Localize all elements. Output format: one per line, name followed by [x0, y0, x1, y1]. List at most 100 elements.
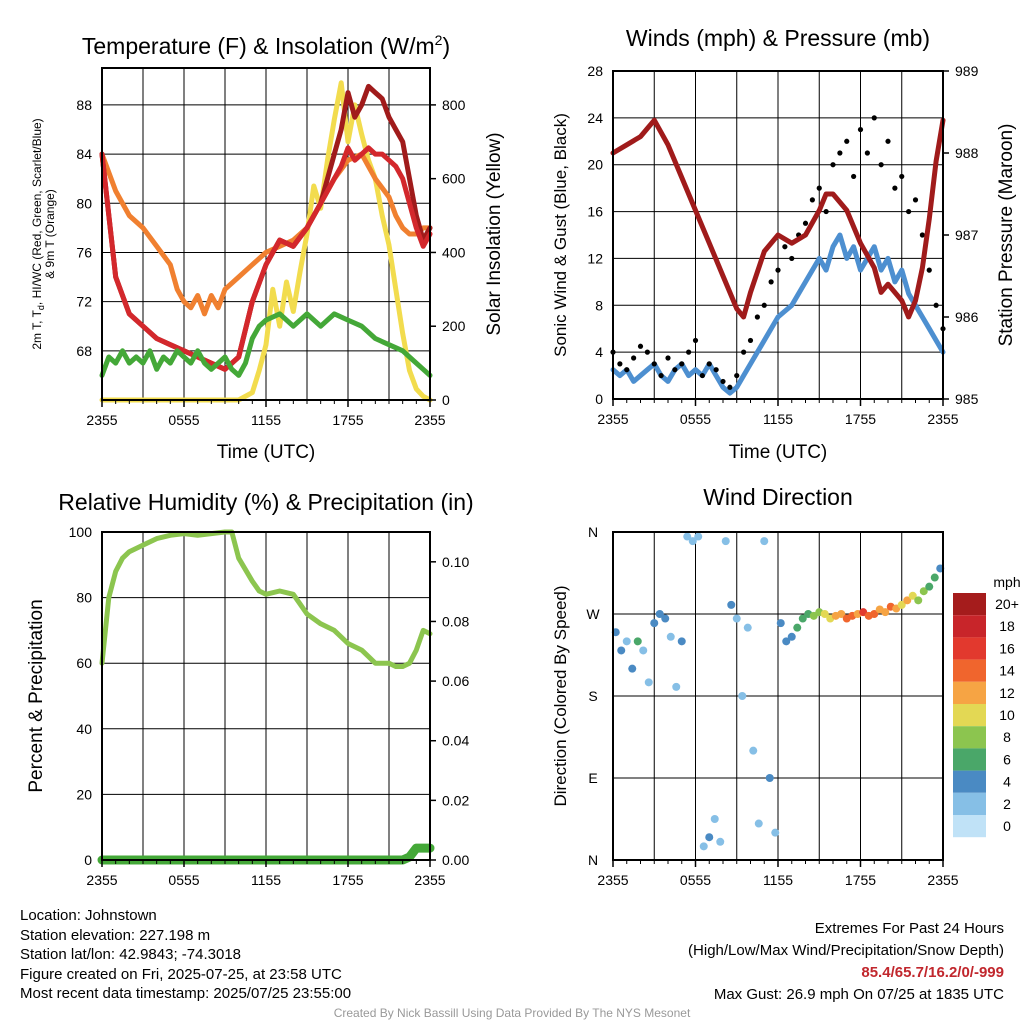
direction-point [820, 610, 829, 618]
direction-point [903, 596, 912, 605]
direction-point [870, 610, 879, 618]
colorbar-swatch [953, 637, 986, 660]
direction-point [655, 610, 664, 618]
direction-point [798, 614, 807, 623]
direction-point [622, 637, 631, 646]
colorbar-swatch [953, 815, 986, 838]
credit-line: Created By Nick Bassill Using Data Provi… [333, 1006, 691, 1020]
direction-point [716, 837, 725, 846]
direction-point [787, 632, 796, 641]
humidity-panel: Relative Humidity (%) & Precipitation (i… [26, 489, 474, 888]
temperature-ylabel: 2m T, Td, HI/WC (Red, Green, Scarlet/Blu… [30, 118, 57, 349]
direction-point [930, 573, 939, 582]
station-location: Location: Johnstown [20, 907, 157, 924]
direction-point [881, 608, 890, 617]
direction-point [666, 632, 675, 641]
y-tick-label: 88 [76, 97, 92, 113]
colorbar-swatch [953, 792, 986, 815]
x-tick-label: 2355 [414, 872, 445, 888]
y-tick-label: 80 [76, 195, 92, 211]
gust-point [809, 197, 815, 203]
x-tick-label: 0555 [680, 411, 711, 427]
colorbar-swatch [953, 615, 986, 638]
colorbar-swatch [953, 593, 986, 616]
colorbar-swatch [953, 726, 986, 749]
gust-point [727, 384, 733, 390]
x-tick-label: 1155 [763, 411, 793, 427]
direction-point [633, 637, 642, 646]
winds-ylabel: Sonic Wind & Gust (Blue, Black) [551, 113, 570, 357]
direction-point [793, 623, 802, 632]
direction-point [661, 614, 670, 623]
y-tick-label: 0 [84, 852, 92, 868]
direction-point [705, 833, 714, 842]
humidity-grid [102, 532, 430, 860]
gust-point [699, 372, 705, 379]
y2-tick-label: 0.00 [442, 852, 469, 868]
colorbar-label: 18 [999, 618, 1015, 634]
y2-tick-label: 800 [442, 97, 466, 113]
direction-point [837, 610, 846, 618]
y2-tick-label: 0.04 [442, 733, 469, 749]
direction-point [771, 828, 780, 837]
gust-point [617, 361, 623, 367]
extremes-legend: (High/Low/Max Wind/Precipitation/Snow De… [688, 942, 1004, 959]
temperature-title: Temperature (F) & Insolation (W/m2) [82, 32, 450, 59]
x-tick-label: 1755 [845, 411, 876, 427]
colorbar-swatch [953, 748, 986, 771]
series-line-4 [99, 311, 433, 378]
direction-point [765, 774, 774, 782]
direction-point [749, 746, 758, 755]
gust-point [761, 302, 767, 308]
gust-point [851, 173, 857, 180]
humidity-title: Relative Humidity (%) & Precipitation (i… [58, 489, 473, 515]
x-tick-label: 2355 [86, 872, 117, 888]
series-line-1 [99, 151, 433, 317]
gust-point [754, 314, 760, 320]
colorbar-label: 8 [1003, 729, 1011, 745]
humidity-tick-labels: 2355 0555 1155 1755 2355 0 20 40 60 80 100 0.00 0.02… [69, 524, 470, 888]
x-tick-label: 2355 [597, 411, 628, 427]
gust-point [912, 197, 919, 203]
gust-point [919, 232, 925, 238]
gust-point [672, 367, 678, 373]
station-elevation: Station elevation: 227.198 m [20, 926, 211, 944]
gust-point [679, 361, 685, 367]
gust-point [741, 349, 747, 355]
colorbar-swatch [953, 770, 986, 793]
colorbar-label: 4 [1003, 774, 1011, 790]
gust-point [892, 185, 898, 191]
x-tick-label: 2355 [414, 412, 445, 428]
x-tick-label: 1155 [763, 872, 793, 888]
gust-point [747, 337, 754, 344]
colorbar-label: 12 [999, 685, 1015, 701]
y2-tick-label: 0.08 [442, 613, 469, 629]
y-tick-label: 20 [587, 157, 603, 173]
y-tick-label: E [588, 770, 597, 786]
y-tick-label: 100 [69, 524, 93, 540]
gust-point [624, 367, 630, 373]
direction-point [914, 596, 923, 605]
y-tick-label: 76 [76, 244, 92, 260]
x-tick-label: 0555 [168, 872, 199, 888]
direction-point [925, 582, 934, 591]
gust-point [720, 378, 726, 385]
direction-point [732, 614, 741, 623]
gust-point [706, 361, 712, 367]
y-tick-label: W [586, 606, 600, 622]
temperature-xlabel: Time (UTC) [217, 442, 316, 463]
y2-tick-label: 989 [955, 63, 979, 79]
y-tick-label: 4 [595, 344, 603, 360]
gust-point [782, 244, 788, 250]
x-tick-label: 2355 [927, 411, 958, 427]
direction-point [897, 600, 906, 609]
direction-point [639, 646, 648, 655]
direction-title: Wind Direction [703, 484, 853, 510]
gust-point [837, 150, 843, 156]
y-tick-label: 40 [76, 721, 92, 737]
gust-point [637, 343, 644, 349]
y-tick-label: 28 [587, 63, 603, 79]
direction-point [754, 819, 763, 828]
winds-title: Winds (mph) & Pressure (mb) [626, 25, 930, 51]
direction-points [611, 532, 945, 851]
